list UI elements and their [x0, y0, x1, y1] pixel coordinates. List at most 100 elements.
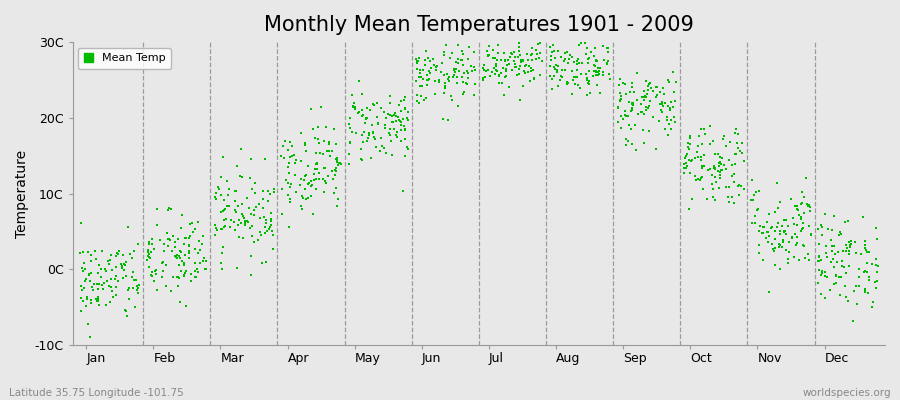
- Point: [161, 236, 176, 243]
- Point: [223, 224, 238, 230]
- Point: [360, 104, 374, 111]
- Point: [245, 186, 259, 192]
- Point: [662, 121, 676, 128]
- Point: [695, 165, 709, 171]
- Point: [342, 150, 356, 157]
- Point: [548, 66, 562, 72]
- Point: [861, 290, 876, 296]
- Point: [660, 114, 674, 120]
- Point: [418, 48, 433, 55]
- Point: [657, 91, 671, 97]
- Point: [619, 136, 634, 142]
- Point: [112, 248, 127, 254]
- Point: [760, 239, 775, 245]
- Point: [283, 183, 297, 190]
- Point: [794, 216, 808, 222]
- Point: [747, 212, 761, 219]
- Point: [354, 155, 368, 162]
- Point: [306, 126, 320, 132]
- Point: [668, 98, 682, 104]
- Point: [266, 228, 280, 234]
- Point: [292, 182, 307, 188]
- Point: [311, 136, 326, 142]
- Point: [110, 249, 124, 256]
- Point: [525, 57, 539, 64]
- Point: [621, 122, 635, 128]
- Point: [577, 40, 591, 46]
- Point: [859, 247, 873, 253]
- Point: [840, 294, 854, 300]
- Point: [105, 288, 120, 294]
- Point: [666, 88, 680, 95]
- Point: [156, 268, 170, 274]
- Point: [623, 89, 637, 95]
- Point: [166, 233, 180, 239]
- Point: [558, 56, 572, 62]
- Point: [789, 241, 804, 248]
- Point: [184, 233, 198, 239]
- Point: [678, 154, 692, 161]
- Point: [145, 272, 159, 279]
- Point: [508, 54, 522, 60]
- Point: [788, 202, 803, 209]
- Point: [544, 86, 559, 93]
- Point: [94, 274, 108, 280]
- Point: [81, 248, 95, 255]
- Point: [557, 67, 572, 74]
- Point: [176, 261, 191, 268]
- Point: [240, 194, 255, 201]
- Point: [447, 67, 462, 73]
- Point: [511, 40, 526, 46]
- Point: [514, 57, 528, 63]
- Point: [752, 250, 766, 256]
- Point: [86, 287, 101, 294]
- Point: [803, 204, 817, 211]
- Point: [646, 114, 661, 120]
- Point: [309, 150, 323, 156]
- Point: [600, 58, 615, 64]
- Point: [744, 177, 759, 183]
- Point: [656, 103, 670, 110]
- Point: [209, 225, 223, 231]
- Point: [79, 303, 94, 310]
- Point: [357, 129, 372, 136]
- Point: [491, 80, 506, 86]
- Point: [769, 228, 783, 234]
- Point: [162, 236, 176, 242]
- Point: [833, 228, 848, 235]
- Point: [233, 172, 248, 179]
- Point: [176, 272, 191, 278]
- Point: [496, 65, 510, 72]
- Point: [75, 264, 89, 271]
- Point: [209, 196, 223, 202]
- Point: [726, 178, 741, 185]
- Point: [635, 126, 650, 133]
- Point: [113, 261, 128, 268]
- Point: [492, 72, 507, 79]
- Point: [293, 158, 308, 164]
- Point: [860, 260, 874, 266]
- Point: [679, 160, 693, 166]
- Point: [481, 52, 495, 58]
- Point: [442, 74, 456, 80]
- Point: [637, 111, 652, 117]
- Point: [98, 266, 112, 272]
- Point: [640, 91, 654, 97]
- Point: [625, 105, 639, 112]
- Point: [85, 300, 99, 307]
- Point: [662, 102, 676, 109]
- Point: [393, 108, 408, 114]
- Point: [744, 220, 759, 226]
- Point: [391, 134, 405, 140]
- Point: [797, 255, 812, 261]
- Point: [512, 70, 526, 77]
- Point: [692, 132, 706, 139]
- Point: [862, 249, 877, 256]
- Point: [869, 236, 884, 242]
- Point: [461, 75, 475, 82]
- Point: [381, 111, 395, 118]
- Point: [589, 68, 603, 74]
- Point: [177, 240, 192, 247]
- Point: [629, 97, 643, 104]
- Point: [106, 294, 121, 300]
